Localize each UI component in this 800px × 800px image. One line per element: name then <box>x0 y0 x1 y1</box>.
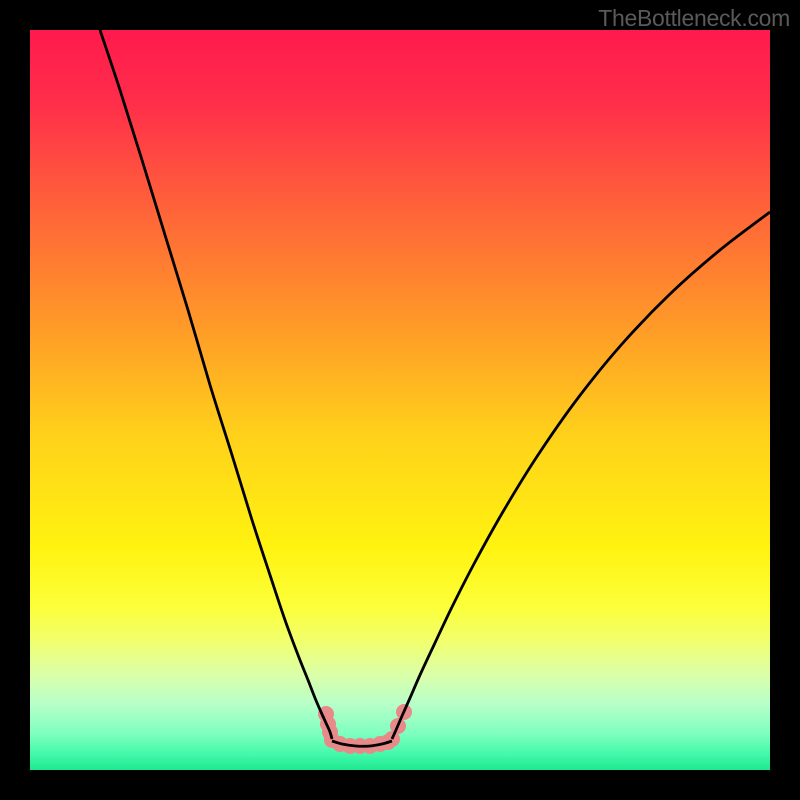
watermark-text: TheBottleneck.com <box>598 5 790 32</box>
left-curve <box>100 30 332 739</box>
right-curve <box>392 212 770 739</box>
curve-layer <box>30 30 770 770</box>
plot-area <box>30 30 770 770</box>
